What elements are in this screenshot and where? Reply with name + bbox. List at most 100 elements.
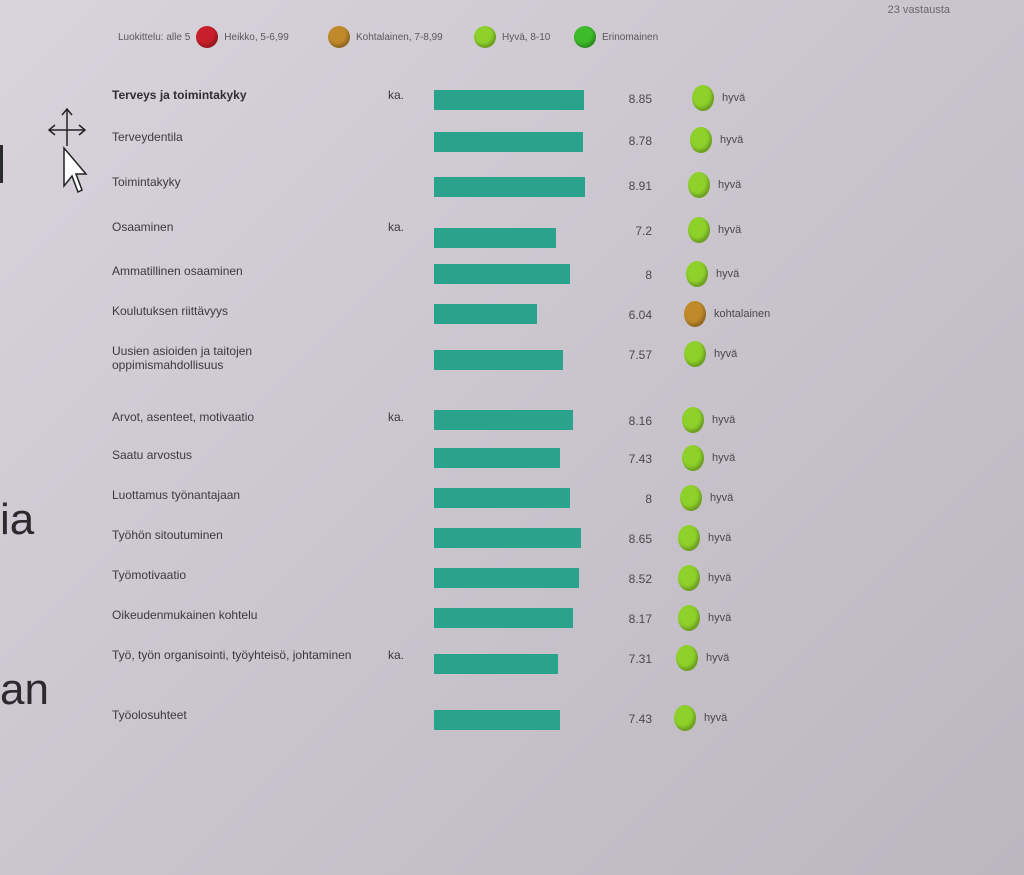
legend-item-green: Erinomainen xyxy=(574,22,658,52)
legend-red-text: Luokittelu: alle 5 xyxy=(118,31,191,43)
score-bar xyxy=(434,448,560,468)
rating-dot-icon xyxy=(678,525,700,551)
rating-label: hyvä xyxy=(708,572,732,584)
table-row: Terveydentila 8.78 hyvä xyxy=(0,127,1024,160)
table-row: Ammatillinen osaaminen 8 hyvä xyxy=(0,261,1024,294)
rating-label: hyvä xyxy=(710,492,734,504)
row-label: Työhön sitoutuminen xyxy=(112,528,223,542)
row-label: Osaaminen xyxy=(112,220,174,234)
row-average-marker: ka. xyxy=(388,88,405,102)
score-bar xyxy=(434,177,585,197)
rating-label: hyvä xyxy=(712,414,736,426)
table-row: Saatu arvostus 7.43 hyvä xyxy=(0,445,1024,478)
rating-dot-icon xyxy=(688,172,710,198)
table-row: Toimintakyky 8.91 hyvä xyxy=(0,172,1024,205)
row-label: Terveydentila xyxy=(112,130,183,144)
score-bar xyxy=(434,654,558,674)
row-label: Työmotivaatio xyxy=(112,568,187,582)
score-value: 8.85 xyxy=(628,92,652,106)
rating-label: hyvä xyxy=(712,452,736,464)
legend-red-after: Heikko, 5-6,99 xyxy=(224,31,289,43)
legend-item-red: Luokittelu: alle 5 Heikko, 5-6,99 xyxy=(118,22,289,52)
table-row: Uusien asioiden ja taitojen oppimismahdo… xyxy=(0,341,1024,374)
side-text-ia: ia xyxy=(0,495,35,544)
row-label: Ammatillinen osaaminen xyxy=(112,264,243,278)
score-value: 8 xyxy=(645,268,652,282)
response-count: 23 vastausta xyxy=(887,4,950,16)
rating-dot-icon xyxy=(676,645,698,671)
score-value: 7.43 xyxy=(628,712,652,726)
rating-label: hyvä xyxy=(720,134,744,146)
table-row: Terveys ja toimintakyky ka. 8.85 hyvä xyxy=(0,85,1024,118)
score-value: 7.31 xyxy=(628,652,652,666)
score-bar xyxy=(434,608,573,628)
table-row: Koulutuksen riittävyys 6.04 kohtalainen xyxy=(0,301,1024,334)
rating-dot-icon xyxy=(682,445,704,471)
lime-dot-icon xyxy=(474,26,496,48)
rating-dot-icon xyxy=(674,705,696,731)
score-value: 8.78 xyxy=(628,134,652,148)
table-row: Työ, työn organisointi, työyhteisö, joht… xyxy=(0,645,1024,678)
row-label: Työolosuhteet xyxy=(112,708,187,722)
row-label: Uusien asioiden ja taitojen oppimismahdo… xyxy=(112,344,253,372)
score-bar xyxy=(434,304,537,324)
side-edge-mark xyxy=(0,145,3,183)
score-bar xyxy=(434,568,579,588)
row-label: Koulutuksen riittävyys xyxy=(112,304,229,318)
row-label: Saatu arvostus xyxy=(112,448,193,462)
row-label: Luottamus työnantajaan xyxy=(112,488,241,502)
rating-dot-icon xyxy=(680,485,702,511)
legend-green-after: Erinomainen xyxy=(602,31,659,43)
row-average-marker: ka. xyxy=(388,648,405,662)
score-bar xyxy=(434,90,584,110)
score-bar xyxy=(434,350,563,370)
rating-label: hyvä xyxy=(708,612,732,624)
score-bar xyxy=(434,228,556,248)
rating-label: hyvä xyxy=(706,652,730,664)
rating-dot-icon xyxy=(690,127,712,153)
rating-dot-icon xyxy=(678,565,700,591)
table-row: Oikeudenmukainen kohtelu 8.17 hyvä xyxy=(0,605,1024,638)
row-label: Terveys ja toimintakyky xyxy=(112,88,247,102)
row-label: Oikeudenmukainen kohtelu xyxy=(112,608,258,622)
row-label: Työ, työn organisointi, työyhteisö, joht… xyxy=(112,648,352,662)
legend: Luokittelu: alle 5 Heikko, 5-6,99 Kohtal… xyxy=(118,22,718,52)
rating-label: hyvä xyxy=(704,712,728,724)
rating-label: hyvä xyxy=(718,179,742,191)
rating-dot-icon xyxy=(692,85,714,111)
rating-label: hyvä xyxy=(718,224,742,236)
rating-dot-icon xyxy=(684,341,706,367)
score-value: 7.2 xyxy=(635,224,652,238)
score-value: 8 xyxy=(645,492,652,506)
rating-label: hyvä xyxy=(722,92,746,104)
green-dot-icon xyxy=(574,26,596,48)
table-row: Arvot, asenteet, motivaatio ka. 8.16 hyvä xyxy=(0,407,1024,440)
score-bar xyxy=(434,264,570,284)
score-value: 8.16 xyxy=(628,414,652,428)
rating-dot-icon xyxy=(682,407,704,433)
table-row: Työhön sitoutuminen 8.65 hyvä xyxy=(0,525,1024,558)
score-bar xyxy=(434,528,581,548)
rating-label: kohtalainen xyxy=(714,308,771,320)
rating-dot-icon xyxy=(678,605,700,631)
rating-label: hyvä xyxy=(714,348,738,360)
score-value: 8.65 xyxy=(628,532,652,546)
score-value: 8.17 xyxy=(628,612,652,626)
rating-label: hyvä xyxy=(708,532,732,544)
red-dot-icon xyxy=(196,26,219,48)
side-text-an: an xyxy=(0,665,49,714)
rating-label: hyvä xyxy=(716,268,740,280)
row-average-marker: ka. xyxy=(388,410,405,424)
legend-item-lime: Hyvä, 8-10 xyxy=(474,22,550,52)
row-label: Arvot, asenteet, motivaatio xyxy=(112,410,255,424)
table-row: Osaaminen ka. 7.2 hyvä xyxy=(0,217,1024,250)
rating-dot-icon xyxy=(684,301,706,327)
table-row: Työmotivaatio 8.52 hyvä xyxy=(0,565,1024,598)
table-row: Luottamus työnantajaan 8 hyvä xyxy=(0,485,1024,518)
legend-orange-after: Kohtalainen, 7-8,99 xyxy=(356,31,443,43)
score-bar xyxy=(434,488,570,508)
legend-item-orange: Kohtalainen, 7-8,99 xyxy=(328,22,443,52)
score-value: 6.04 xyxy=(628,308,652,322)
rating-dot-icon xyxy=(686,261,708,287)
score-bar xyxy=(434,410,573,430)
